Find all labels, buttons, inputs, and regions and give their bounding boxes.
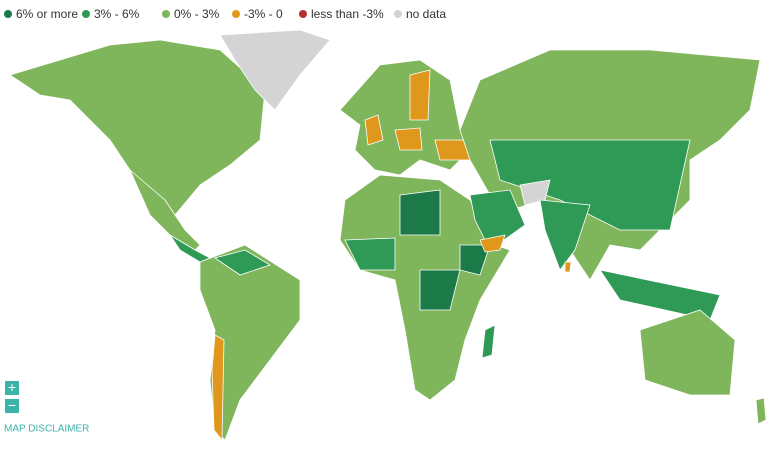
map-disclaimer[interactable]: MAP DISCLAIMER: [4, 424, 89, 435]
west-africa: [344, 237, 396, 271]
china-central-asia: [489, 139, 691, 231]
legend-swatch: [4, 10, 12, 18]
central-africa: [419, 269, 461, 311]
legend-label: 3% - 6%: [94, 7, 140, 21]
madagascar: [481, 324, 496, 359]
legend-swatch: [394, 10, 402, 18]
sri-lanka: [564, 261, 572, 273]
iran-afghanistan: [519, 179, 551, 206]
south-america: [199, 244, 301, 441]
scandinavia: [409, 69, 431, 121]
mexico: [129, 169, 201, 251]
zoom-in[interactable]: +: [5, 379, 19, 395]
legend: 6% or more 3% - 6% 0% - 3% -3% - 0 less than…: [4, 7, 446, 21]
uk: [364, 114, 384, 146]
zoom-out-label[interactable]: −: [8, 397, 16, 413]
zoom-in-label[interactable]: +: [8, 379, 16, 395]
australia: [639, 309, 736, 396]
legend-swatch: [82, 10, 90, 18]
zoom-out[interactable]: −: [5, 397, 19, 413]
legend-label: 0% - 3%: [174, 7, 220, 21]
north-america: [9, 39, 266, 216]
legend-label: 6% or more: [16, 7, 78, 21]
legend-swatch: [232, 10, 240, 18]
legend-label: no data: [406, 7, 446, 21]
countries: [9, 29, 767, 442]
north-africa: [399, 189, 441, 236]
legend-label: less than -3%: [311, 7, 384, 21]
arabia: [469, 189, 526, 251]
legend-swatch: [299, 10, 307, 18]
ethiopia: [459, 244, 491, 276]
france-germany: [394, 127, 423, 151]
legend-label: -3% - 0: [244, 7, 283, 21]
yemen: [479, 234, 506, 253]
chile: [211, 334, 225, 442]
legend-swatch: [162, 10, 170, 18]
india: [539, 199, 591, 271]
venezuela: [214, 249, 271, 276]
greenland: [219, 29, 331, 111]
new-zealand: [755, 397, 767, 425]
